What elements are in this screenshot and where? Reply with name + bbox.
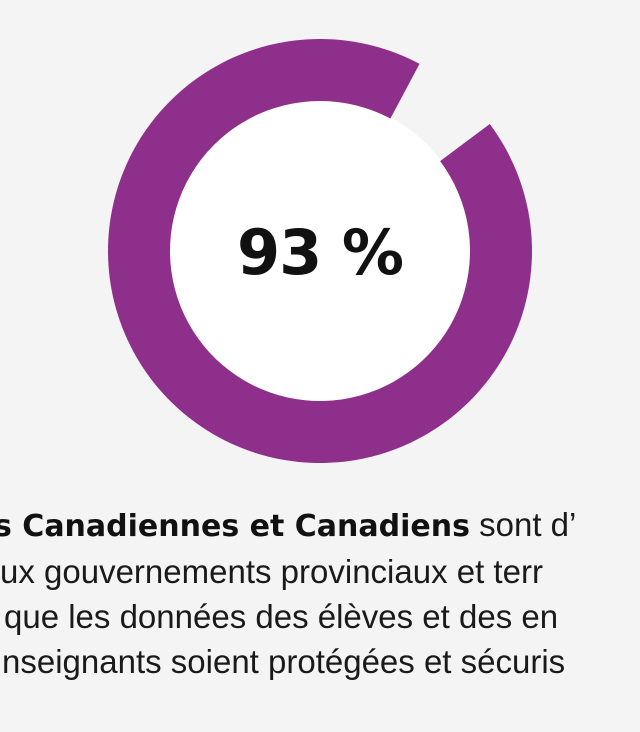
- caption-line-2: ux gouvernements provinciaux et terr: [0, 553, 543, 590]
- caption-bold-phrase: s Canadiennes et Canadiens: [0, 509, 470, 544]
- caption-line-4: nseignants soient protégées et sécuris: [2, 643, 566, 680]
- caption-text: s Canadiennes et Canadiens sont d’ ux go…: [0, 502, 640, 684]
- donut-center-value: 93 %: [237, 216, 404, 289]
- donut-chart: [108, 39, 533, 464]
- donut-hole: [169, 100, 471, 402]
- caption-line-1: s Canadiennes et Canadiens sont d’: [0, 502, 640, 549]
- caption-line-3: que les données des élèves et des en: [4, 598, 559, 635]
- caption-line-1-rest: sont d’: [469, 506, 577, 543]
